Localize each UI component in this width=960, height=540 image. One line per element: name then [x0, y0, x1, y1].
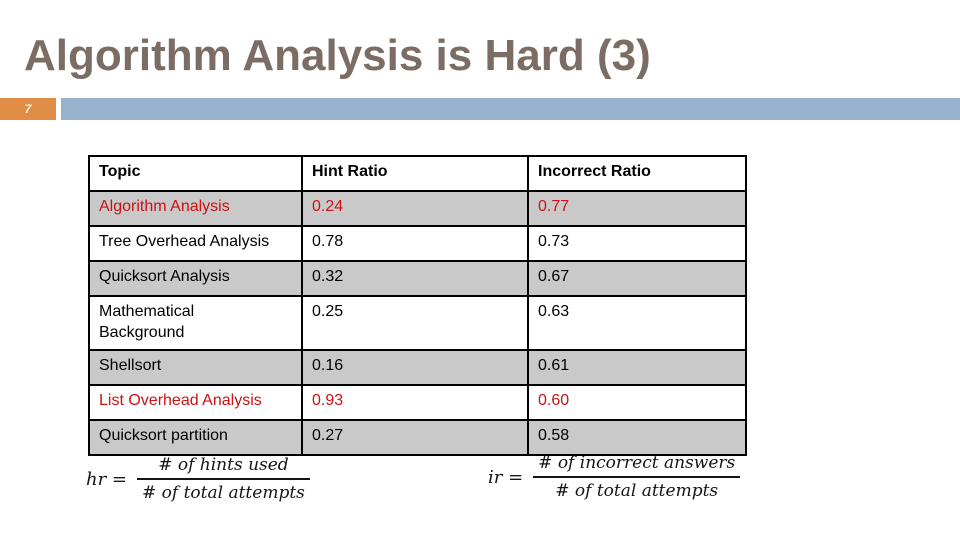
table-row: List Overhead Analysis 0.93 0.60	[88, 383, 747, 421]
accent-bar	[61, 98, 960, 120]
hint-ratio-formula: hr = # of hints used # of total attempts	[86, 455, 310, 503]
slide-number-badge: 7	[0, 98, 56, 120]
results-table: Topic Hint Ratio Incorrect Ratio Algorit…	[88, 155, 747, 456]
cell-topic: Algorithm Analysis	[88, 190, 303, 227]
formula-numerator: # of hints used	[137, 455, 310, 480]
table-header-row: Topic Hint Ratio Incorrect Ratio	[88, 155, 747, 192]
cell-hint-ratio: 0.25	[301, 295, 529, 351]
cell-topic: Shellsort	[88, 348, 303, 386]
formula-numerator: # of incorrect answers	[533, 453, 741, 478]
cell-incorrect-ratio: 0.73	[527, 225, 747, 262]
cell-hint-ratio: 0.32	[301, 260, 529, 297]
slide-number: 7	[24, 102, 32, 116]
column-header-topic: Topic	[88, 155, 303, 192]
cell-topic: Tree Overhead Analysis	[88, 225, 303, 262]
cell-incorrect-ratio: 0.60	[527, 383, 747, 421]
cell-hint-ratio: 0.24	[301, 190, 529, 227]
cell-incorrect-ratio: 0.58	[527, 418, 747, 456]
cell-topic-text: Mathematical Background	[99, 303, 195, 341]
table-row: Algorithm Analysis 0.24 0.77	[88, 190, 747, 227]
page-title: Algorithm Analysis is Hard (3)	[24, 31, 651, 80]
table-row: Tree Overhead Analysis 0.78 0.73	[88, 225, 747, 262]
table-row: Quicksort Analysis 0.32 0.67	[88, 260, 747, 297]
cell-incorrect-ratio: 0.77	[527, 190, 747, 227]
cell-hint-ratio: 0.78	[301, 225, 529, 262]
cell-topic: Mathematical Background	[88, 295, 303, 351]
formula-denominator: # of total attempts	[142, 483, 305, 503]
cell-topic: Quicksort partition	[88, 418, 303, 456]
cell-topic: Quicksort Analysis	[88, 260, 303, 297]
table-row: Shellsort 0.16 0.61	[88, 348, 747, 386]
formula-lhs: ir =	[488, 466, 524, 488]
cell-incorrect-ratio: 0.67	[527, 260, 747, 297]
cell-hint-ratio: 0.93	[301, 383, 529, 421]
cell-hint-ratio: 0.16	[301, 348, 529, 386]
table-row: Quicksort partition 0.27 0.58	[88, 418, 747, 456]
table-row: Mathematical Background 0.25 0.63	[88, 295, 747, 351]
formula-denominator: # of total attempts	[555, 481, 719, 501]
formula-fraction: # of hints used # of total attempts	[137, 455, 310, 503]
incorrect-ratio-formula: ir = # of incorrect answers # of total a…	[488, 453, 741, 501]
cell-incorrect-ratio: 0.63	[527, 295, 747, 351]
cell-hint-ratio: 0.27	[301, 418, 529, 456]
cell-incorrect-ratio: 0.61	[527, 348, 747, 386]
column-header-incorrect-ratio: Incorrect Ratio	[527, 155, 747, 192]
formula-lhs: hr =	[86, 468, 128, 490]
formula-fraction: # of incorrect answers # of total attemp…	[533, 453, 741, 501]
cell-topic: List Overhead Analysis	[88, 383, 303, 421]
column-header-hint-ratio: Hint Ratio	[301, 155, 529, 192]
